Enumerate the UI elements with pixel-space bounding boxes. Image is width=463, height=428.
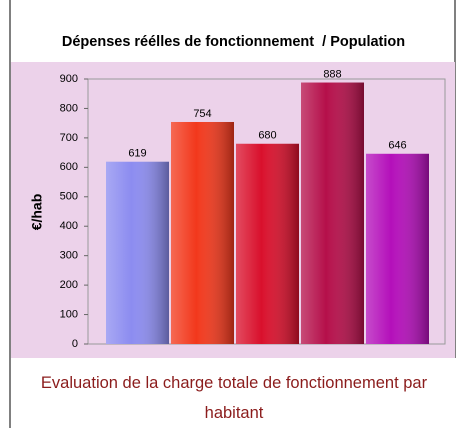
y-tick-label: 0: [72, 338, 78, 350]
y-tick-label: 900: [60, 73, 78, 85]
value-label: 646: [388, 140, 406, 152]
y-tick-label: 100: [60, 308, 78, 320]
bar-shading: [171, 121, 234, 344]
value-label: 888: [323, 68, 341, 80]
y-axis-label: €/hab: [29, 194, 45, 231]
y-tick-label: 700: [60, 132, 78, 144]
y-tick-label: 600: [60, 161, 78, 173]
y-tick-label: 800: [60, 102, 78, 114]
y-tick-label: 200: [60, 279, 78, 291]
bar-shading: [236, 143, 299, 344]
value-label: 680: [258, 130, 276, 142]
chart-title: Dépenses réélles de fonctionnement / Pop…: [61, 34, 406, 50]
y-tick-label: 500: [60, 191, 78, 203]
value-label: 619: [128, 148, 146, 160]
y-tick-label: 400: [60, 220, 78, 232]
caption: Evaluation de la charge totale de foncti…: [40, 374, 428, 422]
value-label: 754: [193, 108, 211, 120]
bar-shading: [366, 153, 429, 344]
y-tick-label: 300: [60, 250, 78, 262]
bar-shading: [106, 161, 169, 344]
bar-shading: [301, 82, 364, 345]
